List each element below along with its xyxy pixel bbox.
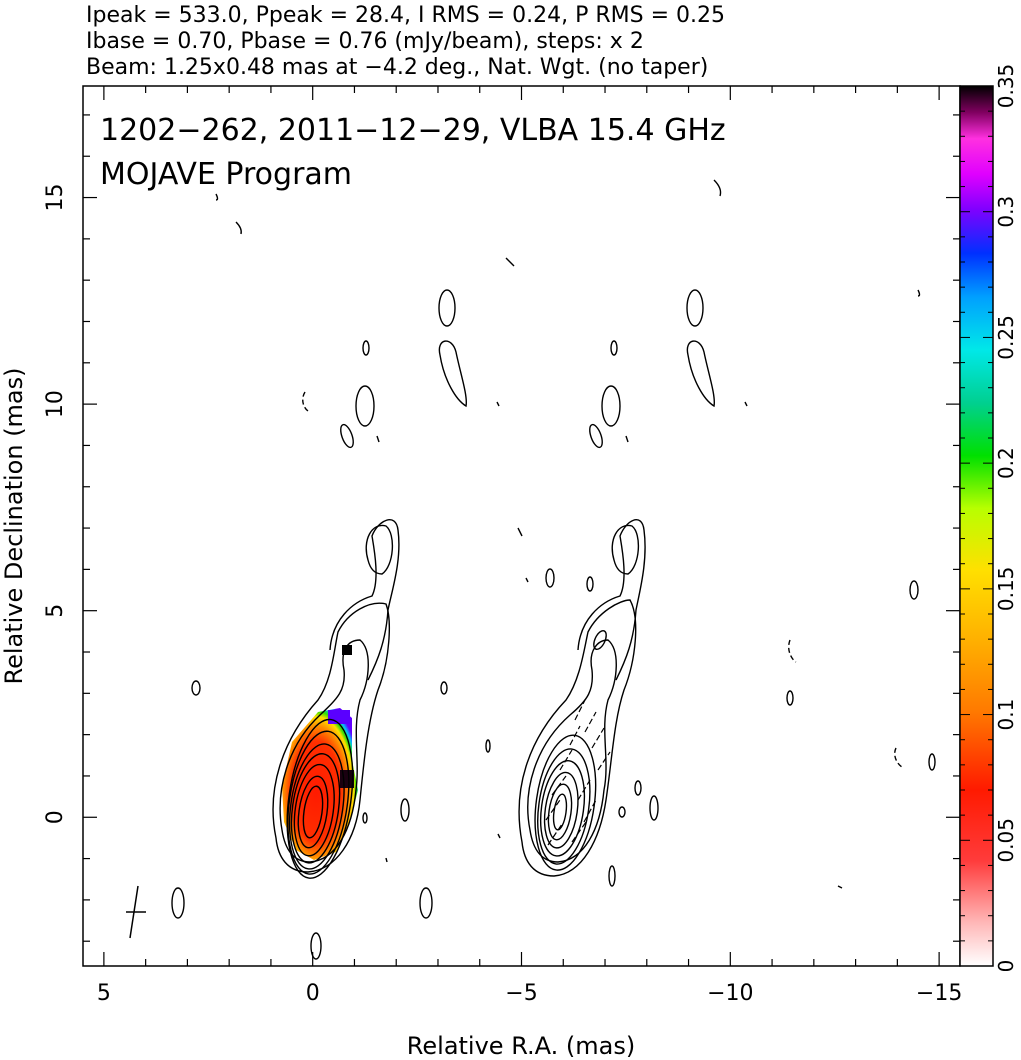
polarization-vectors	[545, 699, 611, 846]
x-tick-label: −10	[707, 981, 753, 1006]
right-contour-extended	[518, 599, 637, 877]
fpol-patch	[328, 710, 350, 724]
colorbar-tick-label: 0.1	[994, 699, 1018, 731]
source-annotation: 1202−262, 2011−12−29, VLBA 15.4 GHz	[100, 113, 726, 148]
beam-marker	[126, 885, 146, 939]
left-contour-extended	[272, 602, 390, 873]
image-content	[171, 179, 936, 960]
colorbar-tick-label: 0	[994, 960, 1018, 973]
x-tick-label: −15	[916, 981, 962, 1006]
y-tick-label: 15	[43, 184, 68, 212]
header-line-1: Ipeak = 533.0, Ppeak = 28.4, I RMS = 0.2…	[86, 3, 725, 28]
colorbar-axis: 0 0.05 0.1 0.15 0.2 0.25 0.3 0.35	[960, 64, 1018, 973]
colorbar-tick-label: 0.2	[994, 447, 1018, 479]
program-annotation: MOJAVE Program	[100, 157, 352, 192]
y-axis-label: Relative Declination (mas)	[0, 367, 28, 684]
colorbar-tick-label: 0.35	[994, 64, 1018, 109]
colorbar-tick-label: 0.25	[994, 315, 1018, 360]
right-jet-contour	[577, 519, 646, 681]
x-tick-label: 0	[306, 981, 320, 1006]
plot-frame	[82, 85, 961, 967]
left-contour-outer	[279, 639, 369, 863]
colorbar-tick-label: 0.3	[994, 196, 1018, 228]
x-tick-label: −5	[505, 981, 537, 1006]
right-jet-knot	[611, 524, 639, 575]
colorbar-tick-label: 0.15	[994, 567, 1018, 612]
left-jet-knot	[365, 524, 393, 575]
left-core-contours	[286, 718, 354, 879]
colorbar-tick-label: 0.05	[994, 818, 1018, 863]
noise-contours	[171, 179, 936, 960]
header-line-2: Ibase = 0.70, Pbase = 0.76 (mJy/beam), s…	[86, 29, 644, 54]
fpol-patch	[342, 645, 352, 655]
colorbar	[959, 85, 994, 967]
y-axis: 0 5 10 15	[43, 114, 960, 942]
y-tick-label: 10	[43, 390, 68, 418]
fractional-polarization-image	[282, 708, 358, 860]
header-line-3: Beam: 1.25x0.48 mas at −4.2 deg., Nat. W…	[86, 55, 708, 80]
y-tick-label: 5	[43, 604, 68, 618]
x-axis: 5 0 −5 −10 −15	[97, 86, 962, 1006]
right-contour-outer	[527, 639, 617, 863]
x-tick-label: 5	[97, 981, 111, 1006]
x-axis-label: Relative R.A. (mas)	[407, 1032, 635, 1060]
left-jet-contour	[329, 519, 400, 681]
y-tick-label: 0	[43, 810, 68, 824]
